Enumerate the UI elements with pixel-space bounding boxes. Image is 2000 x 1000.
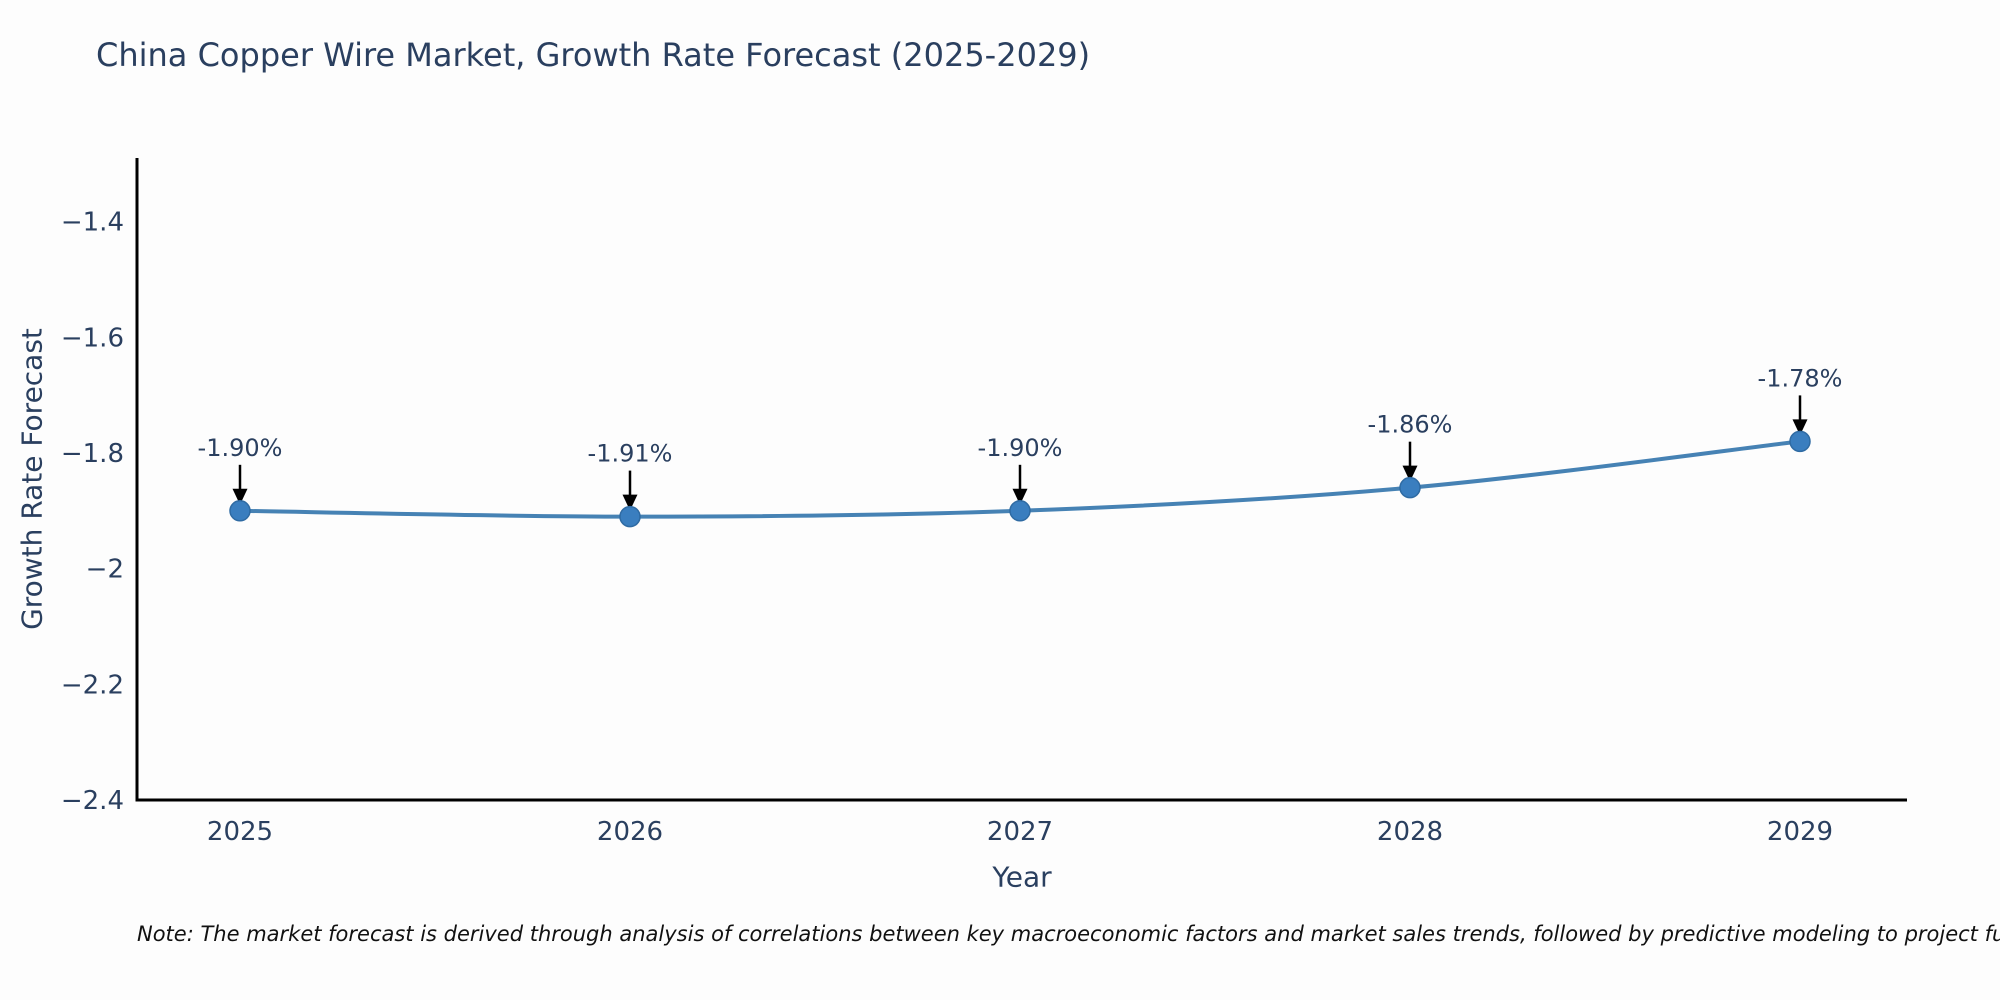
point-annotation-label: -1.90% [978, 434, 1063, 462]
x-tick-label: 2027 [987, 817, 1053, 847]
data-point-marker [1789, 430, 1811, 453]
point-annotation-label: -1.86% [1368, 411, 1453, 439]
y-tick-label: −1.6 [61, 323, 124, 353]
y-tick-label: −2.2 [61, 670, 124, 700]
y-tick-label: −1.8 [61, 439, 124, 469]
x-tick-label: 2029 [1767, 817, 1833, 847]
data-point-marker [1009, 500, 1031, 522]
point-annotation-label: -1.78% [1758, 364, 1843, 392]
x-tick-label: 2025 [207, 817, 273, 847]
annotation-arrowhead [1792, 419, 1808, 436]
annotation-arrowhead [1012, 488, 1028, 505]
point-annotation-label: -1.91% [588, 440, 673, 468]
x-tick-label: 2028 [1377, 817, 1443, 847]
footnote: Note: The market forecast is derived thr… [137, 922, 2000, 946]
x-tick-label: 2026 [597, 817, 663, 847]
y-tick-label: −1.4 [61, 208, 124, 238]
y-axis-title: Growth Rate Forecast [15, 328, 49, 630]
point-annotation-label: -1.90% [198, 434, 283, 462]
chart-title: China Copper Wire Market, Growth Rate Fo… [96, 36, 1091, 74]
annotation-arrowhead [232, 488, 248, 505]
data-point-marker [1399, 476, 1421, 499]
annotation-arrowhead [622, 494, 638, 511]
annotation-arrowhead [1402, 465, 1418, 482]
data-point-marker [229, 500, 251, 522]
y-tick-label: −2 [86, 555, 124, 585]
x-axis-title: Year [992, 860, 1052, 894]
axis-lines [135, 158, 1907, 802]
data-point-marker [619, 505, 641, 528]
y-tick-label: −2.4 [61, 786, 124, 816]
